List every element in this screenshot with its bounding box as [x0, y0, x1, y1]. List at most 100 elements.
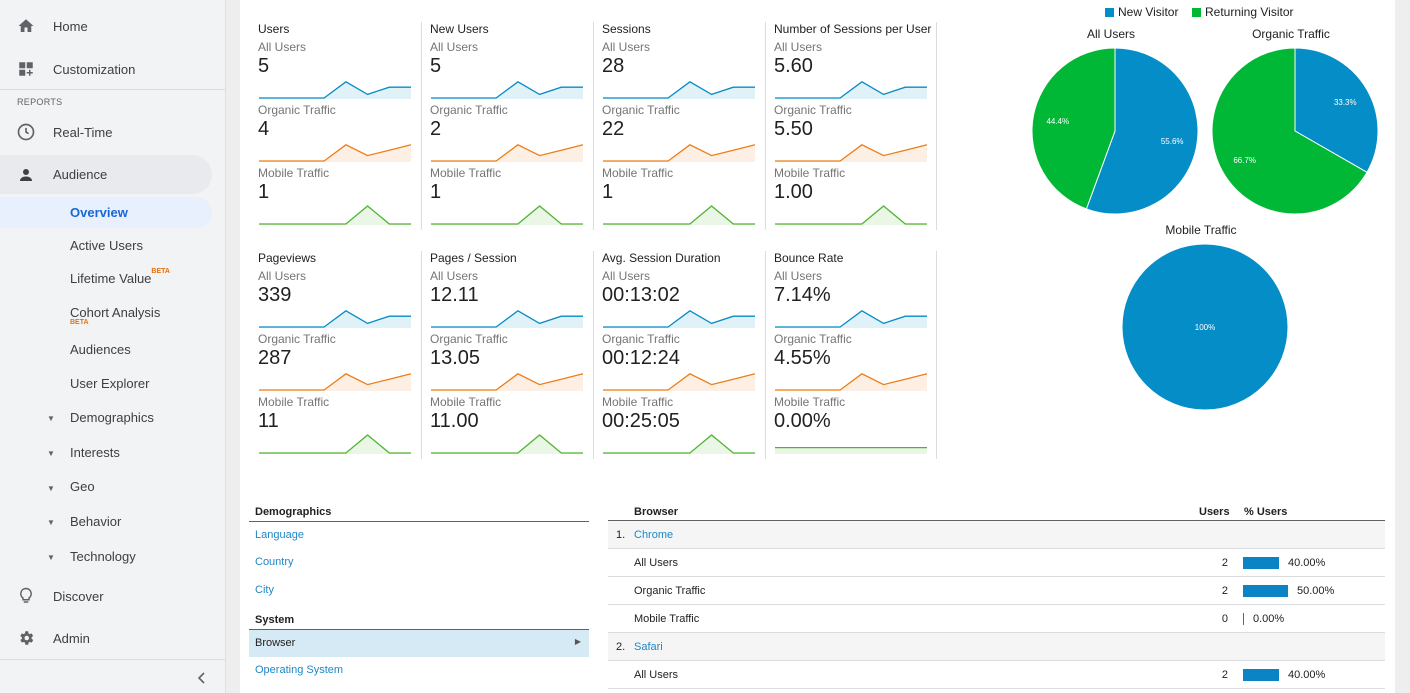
metric-segment-label: Organic Traffic	[602, 103, 680, 117]
link-city[interactable]: City	[255, 584, 274, 596]
nav-lifetime-value[interactable]: Lifetime ValueBETA	[70, 268, 170, 286]
table-group-row: 2. Safari	[608, 633, 1385, 661]
nav-customization-label: Customization	[53, 61, 136, 77]
sparkline	[259, 434, 411, 454]
metric-card: Pageviews All Users 339 Organic Traffic 287 M…	[258, 251, 424, 461]
browser-link[interactable]: Safari	[634, 641, 663, 653]
beta-badge: BETA	[151, 268, 170, 275]
metric-title: Number of Sessions per User	[774, 22, 932, 36]
sparkline	[259, 373, 412, 391]
col-users-header: Users	[1199, 506, 1230, 518]
nav-audiences[interactable]: Audiences	[70, 342, 131, 357]
metric-value: 00:25:05	[602, 410, 680, 432]
col-browser-header: Browser	[634, 506, 679, 518]
browser-link[interactable]: Chrome	[634, 529, 674, 541]
row-divider	[608, 576, 1385, 577]
metric-value: 1	[430, 181, 442, 203]
chevron-left-icon[interactable]	[194, 670, 210, 686]
expand-caret-icon: ▼	[47, 414, 55, 423]
metric-segment-label: All Users	[430, 40, 479, 54]
pie-charts: 55.6% 44.4% 33.3% 66.7% 100%	[1031, 47, 1379, 411]
sidebar-divider	[0, 89, 226, 90]
nav-home[interactable]: Home	[0, 6, 226, 46]
nav-realtime[interactable]: Real-Time	[0, 112, 226, 152]
header-rule	[608, 520, 1385, 521]
nav-interests[interactable]: Interests	[70, 445, 120, 460]
table-row: Organic Traffic 2 50.00%	[608, 577, 1385, 605]
nav-cohort-analysis[interactable]: Cohort Analysis	[70, 305, 161, 320]
nav-overview[interactable]: Overview	[0, 197, 212, 228]
row-divider	[608, 688, 1385, 689]
sidebar: Home Customization REPORTS Real-Time Aud…	[0, 0, 226, 693]
metric-segment-label: Mobile Traffic	[774, 166, 846, 180]
expand-caret-icon: ▼	[47, 484, 55, 493]
nav-technology[interactable]: Technology	[70, 549, 136, 564]
nav-behavior[interactable]: Behavior	[70, 514, 122, 529]
link-country[interactable]: Country	[255, 556, 294, 568]
row-divider	[608, 660, 1385, 661]
metric-value: 11	[258, 410, 279, 432]
metric-value: 00:12:24	[602, 347, 680, 369]
gear-icon	[16, 628, 36, 648]
metric-card: Pages / Session All Users 12.11 Organic Tra…	[430, 251, 596, 461]
link-language[interactable]: Language	[255, 529, 304, 541]
header-rule	[249, 629, 589, 630]
nav-user-explorer[interactable]: User Explorer	[70, 376, 150, 391]
metric-card: Sessions All Users 28 Organic Traffic 22 Mobi…	[602, 22, 768, 232]
sparkline	[431, 81, 583, 99]
nav-overview-label: Overview	[70, 205, 128, 220]
pie-slice-new-visitor	[1085, 47, 1199, 215]
expand-caret-icon: ▼	[47, 518, 55, 527]
nav-demographics[interactable]: Demographics	[70, 410, 154, 425]
metric-separator	[421, 22, 422, 230]
metric-segment-label: Mobile Traffic	[430, 395, 502, 409]
sparkline	[775, 144, 928, 162]
nav-discover[interactable]: Discover	[0, 576, 226, 616]
sparkline	[775, 373, 928, 391]
metric-segment-label: All Users	[602, 269, 651, 283]
pie-slice-new-visitor	[1294, 47, 1379, 174]
metric-separator	[765, 22, 766, 230]
lightbulb-icon	[16, 586, 36, 606]
nav-audience-label: Audience	[53, 167, 108, 182]
row-index: 1.	[616, 529, 626, 541]
caret-right-icon: ▶	[574, 637, 581, 646]
segment-name: All Users	[634, 557, 679, 569]
reports-section-header: REPORTS	[17, 97, 63, 107]
sidebar-divider	[0, 659, 226, 660]
row-index: 2.	[616, 641, 626, 653]
sparkline	[603, 373, 756, 391]
pct-value: 40.00%	[1288, 557, 1326, 569]
segment-name: Mobile Traffic	[634, 613, 700, 625]
metric-segment-label: All Users	[774, 269, 823, 283]
link-operating-system[interactable]: Operating System	[255, 664, 344, 676]
metric-value: 28	[602, 55, 625, 77]
metric-title: Sessions	[602, 22, 651, 36]
nav-admin[interactable]: Admin	[0, 618, 226, 658]
nav-geo[interactable]: Geo	[70, 479, 95, 494]
metric-title: Pages / Session	[430, 251, 517, 265]
nav-active-users[interactable]: Active Users	[70, 238, 143, 253]
metric-value: 287	[258, 347, 292, 369]
table-group-row: 1. Chrome	[608, 521, 1385, 549]
metric-segment-label: All Users	[258, 40, 307, 54]
row-browser-selected[interactable]: Browser ▶	[249, 630, 589, 657]
metric-segment-label: Mobile Traffic	[430, 166, 502, 180]
metric-value: 4.55%	[774, 347, 831, 369]
legend-label: Returning Visitor	[1205, 5, 1294, 19]
metric-segment-label: Organic Traffic	[258, 103, 336, 117]
nav-audience[interactable]: Audience	[0, 155, 212, 194]
metric-card: Bounce Rate All Users 7.14% Organic Traffic…	[774, 251, 940, 461]
metric-segment-label: Organic Traffic	[430, 332, 508, 346]
home-icon	[16, 16, 36, 36]
metric-value: 5.60	[774, 55, 813, 77]
metric-separator	[765, 251, 766, 459]
metric-value: 13.05	[430, 347, 481, 369]
nav-customization[interactable]: Customization	[0, 49, 226, 89]
legend-label: New Visitor	[1118, 5, 1179, 19]
pie-title: All Users	[1086, 27, 1135, 41]
metric-title: Avg. Session Duration	[602, 251, 721, 265]
browser-label: Browser	[255, 637, 296, 649]
table-row: Mobile Traffic 0 0.00%	[608, 605, 1385, 633]
sparkline	[259, 310, 411, 328]
